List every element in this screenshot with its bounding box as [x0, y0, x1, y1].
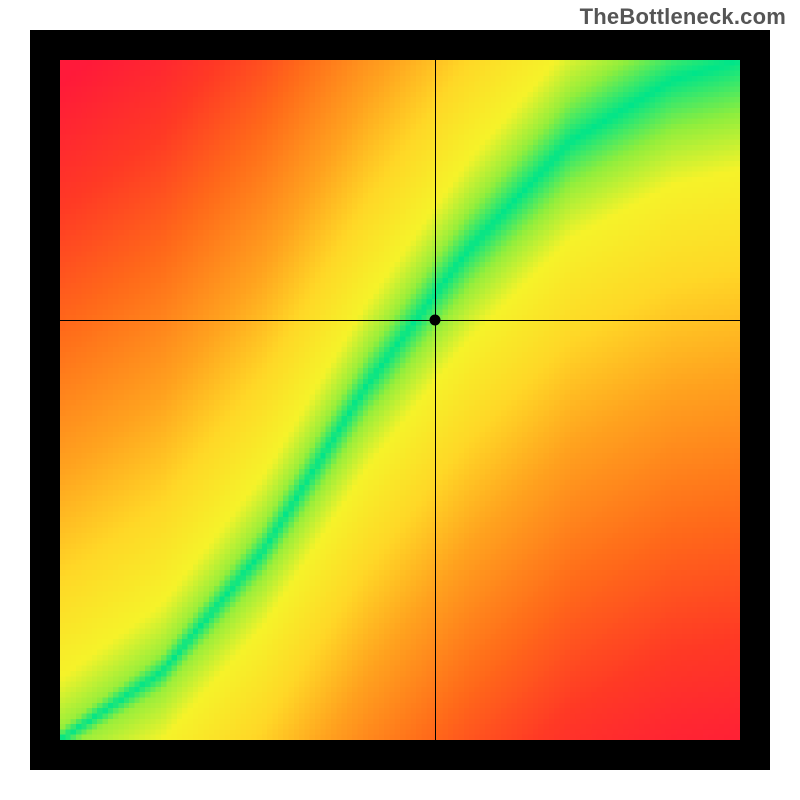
chart-frame — [30, 30, 770, 770]
crosshair-horizontal — [60, 320, 740, 321]
bottleneck-heatmap — [60, 60, 740, 740]
watermark: TheBottleneck.com — [580, 4, 786, 30]
crosshair-vertical — [435, 60, 436, 740]
crosshair-marker — [430, 314, 441, 325]
